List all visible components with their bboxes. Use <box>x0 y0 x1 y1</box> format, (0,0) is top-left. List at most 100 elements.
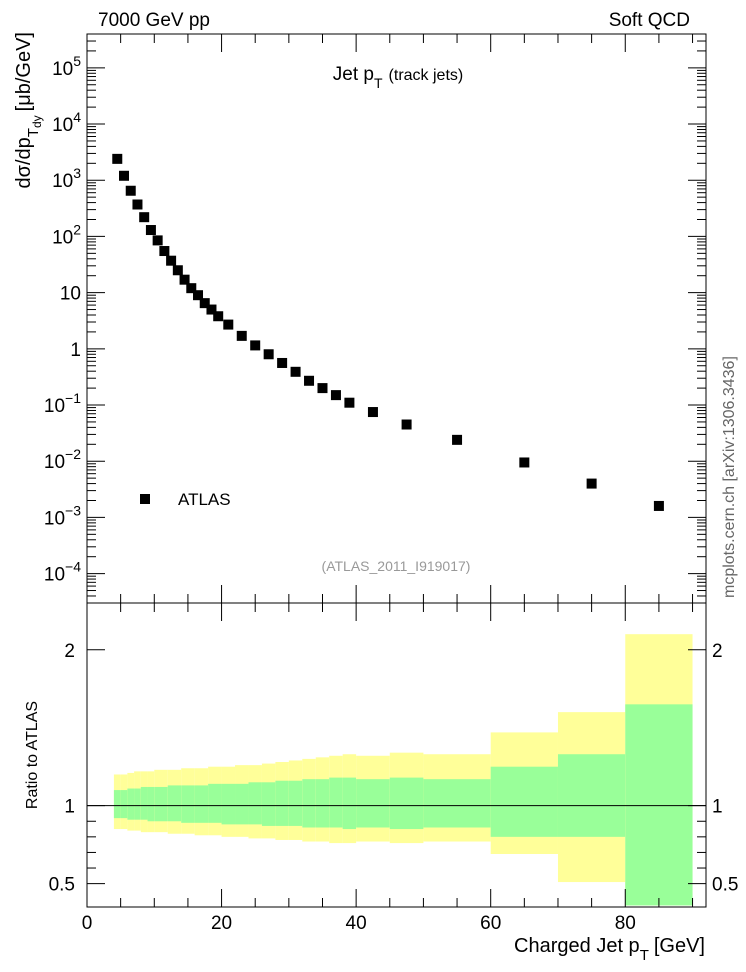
data-point-atlas <box>213 311 224 322</box>
data-point-atlas <box>186 283 197 294</box>
main-plot-frame <box>86 33 707 604</box>
data-point-atlas <box>304 375 315 386</box>
ratio-band-inner <box>389 777 424 830</box>
main-y-tick-base: 10 <box>44 452 65 473</box>
data-point-atlas <box>317 383 328 394</box>
data-point-atlas <box>152 235 163 246</box>
ratio-band-inner <box>134 788 141 820</box>
x-tick-label: 60 <box>480 913 501 934</box>
data-point-atlas <box>236 330 247 341</box>
x-axis-label: Charged Jet pT [GeV] <box>514 935 705 964</box>
ratio-y-tick-label: 1 <box>64 797 75 818</box>
main-y-axis-label: dσ/dpTdy [μb/GeV] <box>13 32 44 188</box>
main-y-tick-exponent: −4 <box>65 559 81 575</box>
main-y-tick-exponent: 5 <box>73 53 81 69</box>
ratio-band-inner <box>221 783 236 825</box>
main-y-tick-exponent: 4 <box>73 109 81 125</box>
ratio-y-tick-label-right: 1 <box>712 797 723 818</box>
data-point-atlas <box>166 255 177 266</box>
data-point-atlas <box>145 225 156 236</box>
ratio-plot-tick-labels: 0.5 0.51 12 20 20 40 60 80 <box>49 641 739 934</box>
main-y-tick-label: 10−4 <box>44 559 81 586</box>
ratio-band-inner <box>120 790 128 819</box>
ratio-band-inner <box>140 786 148 820</box>
ratio-band-inner <box>113 790 121 819</box>
x-tick-label: 0 <box>82 913 93 934</box>
ratio-band-inner <box>261 782 276 826</box>
ratio-band-inner <box>248 782 262 825</box>
main-y-tick-exponent: 2 <box>73 221 81 237</box>
y-label-pre: dσ/dp <box>13 137 35 188</box>
data-point-atlas <box>586 478 597 489</box>
data-points-atlas <box>112 153 664 511</box>
y-label-post: [μb/GeV] <box>13 32 35 111</box>
data-point-atlas <box>401 419 412 430</box>
main-y-tick-label: 10−1 <box>44 390 81 417</box>
data-point-atlas <box>263 349 274 360</box>
plot-title-suffix: (track jets) <box>389 67 464 84</box>
ratio-uncertainty-bands <box>113 634 693 906</box>
ratio-y-tick-label: 0.5 <box>49 875 75 896</box>
x-tick-label: 20 <box>211 913 232 934</box>
ratio-band-inner <box>288 780 303 826</box>
ratio-band-inner <box>329 777 343 828</box>
ratio-band-inner <box>235 783 249 825</box>
ratio-plot-panel: 0.5 0.51 12 20 20 40 60 80 Ratio to ATLAS Charg… <box>24 602 739 964</box>
ratio-band-inner <box>557 754 626 837</box>
plot-title-main: Jet p <box>333 64 374 85</box>
main-y-tick-base: 10 <box>44 565 65 586</box>
ratio-band-inner <box>315 779 330 828</box>
data-point-atlas <box>132 199 143 210</box>
main-y-tick-base: 10 <box>52 171 73 192</box>
x-tick-label: 40 <box>346 913 367 934</box>
ratio-band-inner <box>127 788 135 820</box>
data-point-atlas <box>179 274 190 285</box>
main-y-tick-base: 10 <box>44 396 65 417</box>
ratio-band-inner <box>194 785 209 823</box>
data-point-atlas <box>206 304 217 315</box>
data-point-atlas <box>159 246 170 257</box>
data-point-atlas <box>452 434 463 445</box>
main-y-tick-base: 1 <box>70 340 81 361</box>
ratio-band-inner <box>208 783 222 823</box>
ratio-band-inner <box>154 786 168 822</box>
ratio-band-inner <box>423 779 491 828</box>
legend: ATLAS <box>140 490 231 509</box>
header-process-label: Soft QCD <box>609 10 690 31</box>
ratio-plot-frame <box>86 602 707 908</box>
main-y-tick-base: 10 <box>52 59 73 80</box>
main-y-tick-base: 10 <box>44 508 65 529</box>
main-y-tick-label: 10−3 <box>44 502 81 529</box>
x-tick-label: 80 <box>615 913 636 934</box>
main-y-tick-label: 10−2 <box>44 446 81 473</box>
y-label-sub: T <box>25 128 42 137</box>
ratio-band-inner <box>356 779 390 828</box>
main-y-tick-label: 1 <box>70 340 81 361</box>
ratio-band-inner <box>167 785 182 822</box>
data-point-atlas <box>223 319 234 330</box>
main-y-tick-exponent: −3 <box>65 502 81 518</box>
plot-title-sub: T <box>374 75 383 91</box>
ratio-band-inner <box>147 786 155 822</box>
data-point-atlas <box>277 357 288 368</box>
main-y-tick-exponent: −1 <box>65 390 81 406</box>
ratio-band-inner <box>302 779 316 828</box>
x-label-sub: T <box>640 947 649 964</box>
y-label-subsub: dy <box>30 115 44 128</box>
data-point-atlas <box>290 366 301 377</box>
ratio-y-tick-label-right: 2 <box>712 641 723 662</box>
data-point-atlas <box>250 340 261 351</box>
main-y-tick-label: 104 <box>52 109 81 136</box>
data-point-atlas <box>193 290 204 301</box>
legend-label-atlas: ATLAS <box>178 490 231 509</box>
ratio-band-inner <box>490 766 558 837</box>
header-energy-label: 7000 GeV pp <box>98 10 210 31</box>
plot-title: Jet pT (track jets) <box>333 64 463 91</box>
main-y-tick-label: 10 <box>60 284 81 305</box>
side-source-label: mcplots.cern.ch [arXiv:1306.3436] <box>721 356 738 598</box>
main-y-tick-label: 103 <box>52 165 81 192</box>
ratio-band-inner <box>181 785 195 823</box>
